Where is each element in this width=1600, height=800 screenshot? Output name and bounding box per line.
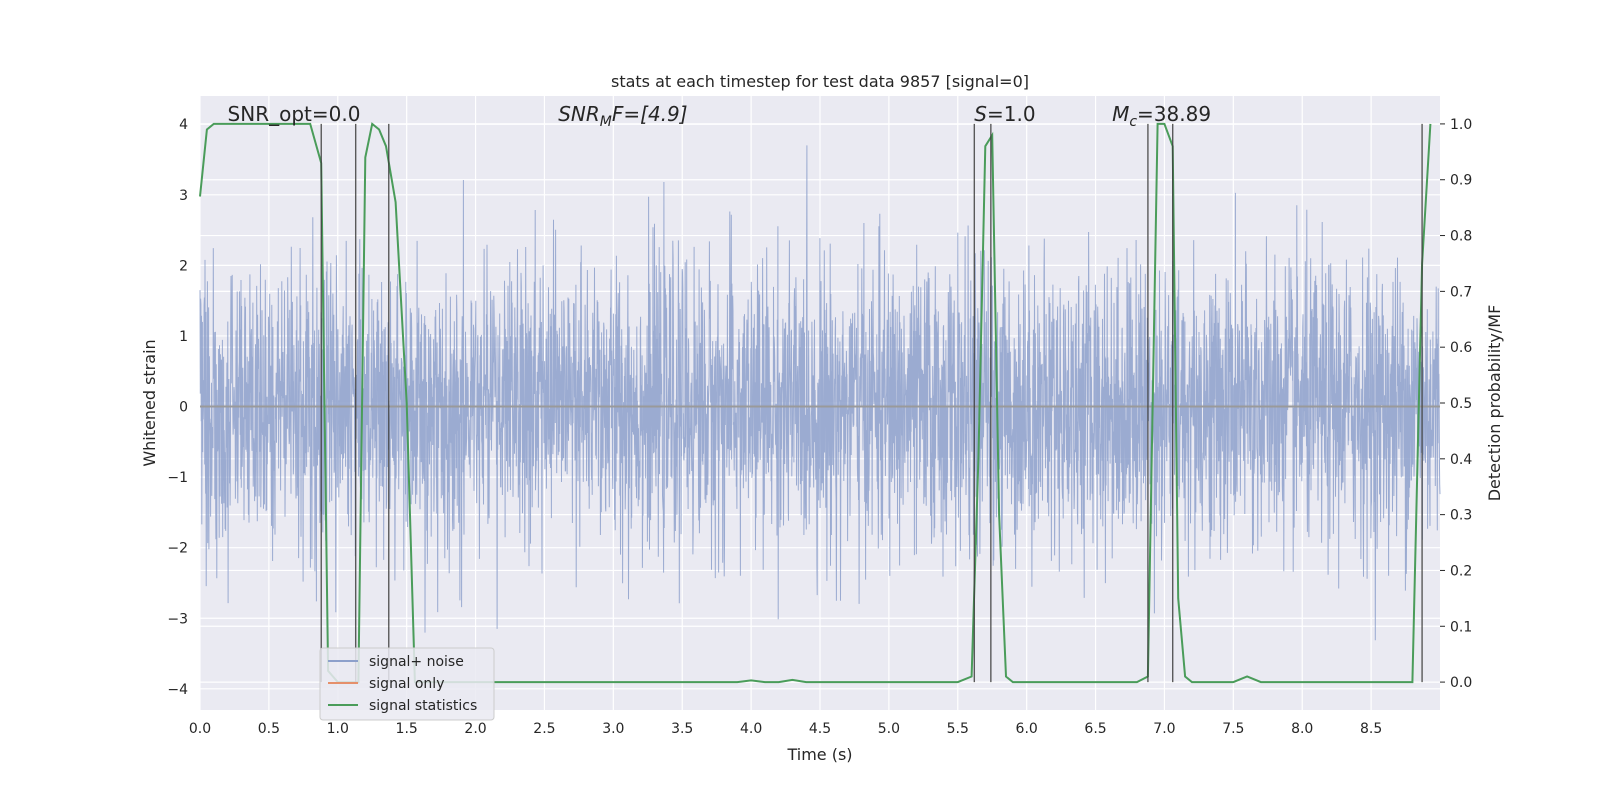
x-tick-label: 5.5 <box>947 721 969 737</box>
x-tick-label: 2.0 <box>464 721 486 737</box>
x-tick-label: 0.5 <box>258 721 280 737</box>
x-tick-label: 7.5 <box>1222 721 1244 737</box>
y-right-tick-label: 0.5 <box>1450 396 1472 412</box>
annotation-text: S=1.0 <box>974 102 1035 126</box>
x-tick-label: 3.0 <box>602 721 624 737</box>
x-tick-label: 1.5 <box>396 721 418 737</box>
y-right-tick-label: 0.9 <box>1450 173 1472 189</box>
annotation-text: SNR_opt=0.0 <box>228 102 361 126</box>
y-left-tick-labels: −4 −3 −2 −1 0 1 2 3 4 <box>167 117 188 698</box>
y-left-tick-label: −2 <box>167 541 188 557</box>
x-tick-label: 3.5 <box>671 721 693 737</box>
x-tick-label: 2.5 <box>533 721 555 737</box>
x-tick-labels: 0.0 0.5 1.0 1.5 2.0 2.5 3.0 3.5 4.0 4.5 5.0 5.5 6.0 6… <box>189 721 1382 737</box>
y-right-tick-label: 0.2 <box>1450 563 1472 579</box>
y-left-tick-label: 3 <box>179 188 188 204</box>
noise-series <box>199 145 1441 641</box>
legend-label-signal: signal only <box>369 676 444 692</box>
x-tick-label: 6.0 <box>1016 721 1038 737</box>
y-right-tick-label: 1.0 <box>1450 117 1472 133</box>
annotations: SNR_opt=0.0 SNRMF=[4.9] S=1.0 Mc=38.89 <box>228 102 1212 130</box>
x-tick-label: 8.0 <box>1291 721 1313 737</box>
vertical-markers <box>320 123 1423 683</box>
y-right-tick-label: 0.7 <box>1450 284 1472 300</box>
y-left-tick-label: 0 <box>179 400 188 416</box>
y-right-tick-label: 0.6 <box>1450 340 1472 356</box>
x-tick-label: 4.0 <box>740 721 762 737</box>
chart-title: stats at each timestep for test data 985… <box>611 72 1029 91</box>
y-left-tick-label: −4 <box>167 682 188 698</box>
y-left-tick-label: −1 <box>167 470 188 486</box>
y-left-tick-label: 1 <box>179 329 188 345</box>
annotation-text: Mc=38.89 <box>1112 102 1211 130</box>
y-left-tick-label: 2 <box>179 258 188 274</box>
x-tick-label: 6.5 <box>1084 721 1106 737</box>
y-left-tick-label: −3 <box>167 611 188 627</box>
x-tick-label: 5.0 <box>878 721 900 737</box>
legend: signal+ noise signal only signal statist… <box>319 647 495 721</box>
y-axis-label-right: Detection probability/MF <box>1485 305 1504 502</box>
annotation-text: SNRMF=[4.9] <box>558 102 687 130</box>
y-left-tick-label: 4 <box>179 117 188 133</box>
y-right-tick-label: 0.4 <box>1450 452 1472 468</box>
x-tick-label: 4.5 <box>809 721 831 737</box>
x-tick-label: 8.5 <box>1360 721 1382 737</box>
x-axis-label: Time (s) <box>786 745 852 764</box>
y-right-tick-label: 0.0 <box>1450 675 1472 691</box>
x-tick-label: 0.0 <box>189 721 211 737</box>
noise-line <box>199 145 1441 641</box>
y-right-tick-label: 0.1 <box>1450 619 1472 635</box>
x-tick-label: 1.0 <box>327 721 349 737</box>
y-right-tick-label: 0.3 <box>1450 508 1472 524</box>
legend-label-stats: signal statistics <box>369 698 477 714</box>
y-right-tick-label: 0.8 <box>1450 229 1472 245</box>
legend-label-noise: signal+ noise <box>369 654 464 670</box>
y-right-tick-labels: 0.0 0.1 0.2 0.3 0.4 0.5 0.6 0.7 0.8 0.9 1.0 <box>1440 117 1472 691</box>
x-tick-label: 7.0 <box>1153 721 1175 737</box>
y-axis-label-left: Whitened strain <box>140 339 159 466</box>
legend-box <box>319 647 495 721</box>
